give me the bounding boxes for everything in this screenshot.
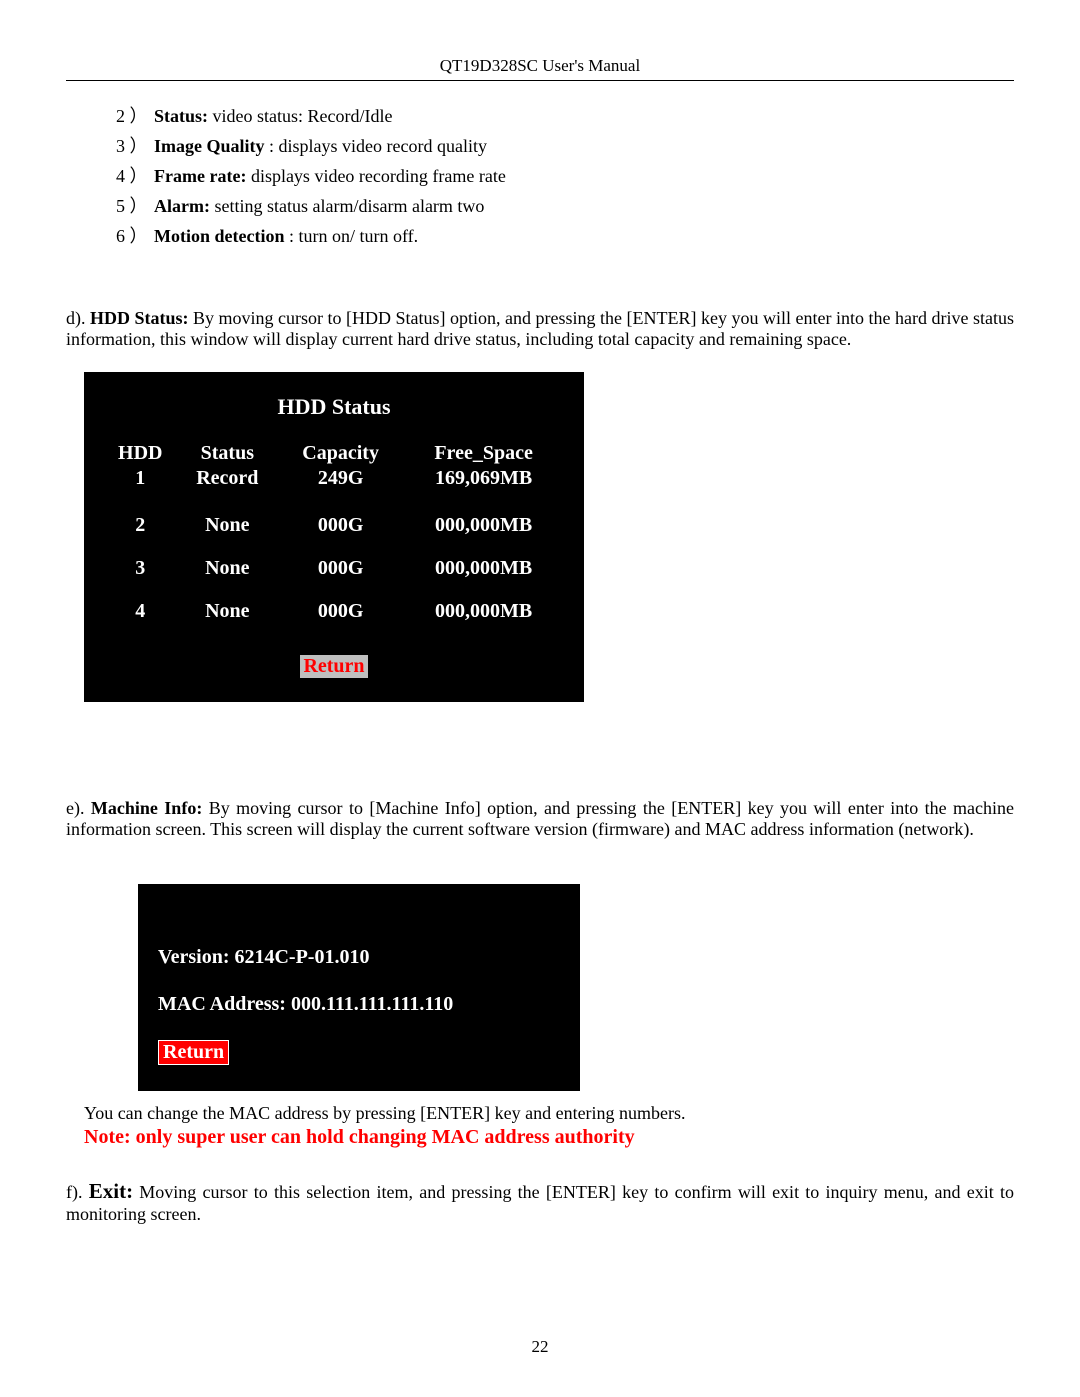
section-body: By moving cursor to [HDD Status] option,… xyxy=(66,308,1014,349)
hdd-cell: 000,000MB xyxy=(403,547,564,590)
return-button[interactable]: Return xyxy=(158,1040,229,1065)
hdd-row: 4 None 000G 000,000MB xyxy=(104,590,564,633)
hdd-row: 3 None 000G 000,000MB xyxy=(104,547,564,590)
item-text: video status: Record/Idle xyxy=(213,106,393,126)
hdd-cell: 000,000MB xyxy=(403,504,564,547)
hdd-row: 2 None 000G 000,000MB xyxy=(104,504,564,547)
hdd-status-window: HDD Status HDD Status Capacity Free_Spac… xyxy=(84,372,584,702)
section-prefix: d). xyxy=(66,308,90,328)
hdd-status-paragraph: d). HDD Status: By moving cursor to [HDD… xyxy=(66,308,1014,350)
hdd-header-status: Status xyxy=(177,442,279,467)
item-label: Status: xyxy=(154,106,208,126)
mac-change-text: You can change the MAC address by pressi… xyxy=(84,1103,1014,1124)
hdd-window-title: HDD Status xyxy=(104,394,564,420)
item-number: 5 xyxy=(116,196,125,216)
exit-paragraph: f). Exit: Moving cursor to this selectio… xyxy=(66,1179,1014,1225)
machine-info-window: Version: 6214C-P-01.010 MAC Address: 000… xyxy=(138,884,580,1091)
list-item: 4 ） Frame rate: displays video recording… xyxy=(116,163,1014,191)
item-number: 2 xyxy=(116,106,125,126)
hdd-cell: 3 xyxy=(104,547,177,590)
item-paren: ） xyxy=(130,166,148,186)
hdd-header-capacity: Capacity xyxy=(278,442,403,467)
item-label: Motion detection xyxy=(154,226,284,246)
hdd-cell: 000,000MB xyxy=(403,590,564,633)
section-lead: HDD Status: xyxy=(90,308,189,328)
hdd-cell: 2 xyxy=(104,504,177,547)
machine-info-paragraph: e). Machine Info: By moving cursor to [M… xyxy=(66,798,1014,840)
item-text: displays video recording frame rate xyxy=(251,166,506,186)
hdd-header-freespace: Free_Space xyxy=(403,442,564,467)
settings-list: 2 ） Status: video status: Record/Idle 3 … xyxy=(116,103,1014,250)
item-label: Frame rate: xyxy=(154,166,246,186)
item-paren: ） xyxy=(130,136,148,156)
hdd-cell: 249G xyxy=(278,467,403,504)
document-header: QT19D328SC User's Manual xyxy=(66,56,1014,81)
list-item: 6 ） Motion detection : turn on/ turn off… xyxy=(116,223,1014,251)
hdd-cell: None xyxy=(177,547,279,590)
note-text: Note: only super user can hold changing … xyxy=(84,1126,1014,1149)
list-item: 5 ） Alarm: setting status alarm/disarm a… xyxy=(116,193,1014,221)
item-text: setting status alarm/disarm alarm two xyxy=(214,196,484,216)
return-button[interactable]: Return xyxy=(300,655,367,678)
hdd-cell: 000G xyxy=(278,590,403,633)
item-text: : displays video record quality xyxy=(269,136,487,156)
item-number: 6 xyxy=(116,226,125,246)
mac-address-line: MAC Address: 000.111.111.111.110 xyxy=(158,993,560,1016)
item-label: Image Quality xyxy=(154,136,265,156)
section-lead: Exit: xyxy=(89,1179,133,1203)
hdd-cell: 000G xyxy=(278,547,403,590)
item-paren: ） xyxy=(130,196,148,216)
section-prefix: e). xyxy=(66,798,91,818)
section-body: Moving cursor to this selection item, an… xyxy=(66,1182,1014,1224)
section-prefix: f). xyxy=(66,1182,89,1202)
list-item: 3 ） Image Quality : displays video recor… xyxy=(116,133,1014,161)
hdd-cell: 169,069MB xyxy=(403,467,564,504)
item-paren: ） xyxy=(130,226,148,246)
page-number: 22 xyxy=(0,1337,1080,1357)
hdd-cell: 000G xyxy=(278,504,403,547)
hdd-cell: None xyxy=(177,590,279,633)
item-number: 3 xyxy=(116,136,125,156)
manual-page: QT19D328SC User's Manual 2 ） Status: vid… xyxy=(0,0,1080,1397)
hdd-header-hdd: HDD xyxy=(104,442,177,467)
section-lead: Machine Info: xyxy=(91,798,202,818)
hdd-return-row: Return xyxy=(104,655,564,678)
item-label: Alarm: xyxy=(154,196,210,216)
version-line: Version: 6214C-P-01.010 xyxy=(158,946,560,969)
item-paren: ） xyxy=(130,106,148,126)
item-number: 4 xyxy=(116,166,125,186)
hdd-cell: 1 xyxy=(104,467,177,504)
hdd-cell: Record xyxy=(177,467,279,504)
hdd-cell: 4 xyxy=(104,590,177,633)
hdd-cell: None xyxy=(177,504,279,547)
item-text: : turn on/ turn off. xyxy=(289,226,418,246)
hdd-header-row-1: HDD Status Capacity Free_Space xyxy=(104,442,564,467)
hdd-table: HDD Status Capacity Free_Space 1 Record … xyxy=(104,442,564,633)
list-item: 2 ） Status: video status: Record/Idle xyxy=(116,103,1014,131)
section-body: By moving cursor to [Machine Info] optio… xyxy=(66,798,1014,839)
hdd-header-row-2: 1 Record 249G 169,069MB xyxy=(104,467,564,504)
